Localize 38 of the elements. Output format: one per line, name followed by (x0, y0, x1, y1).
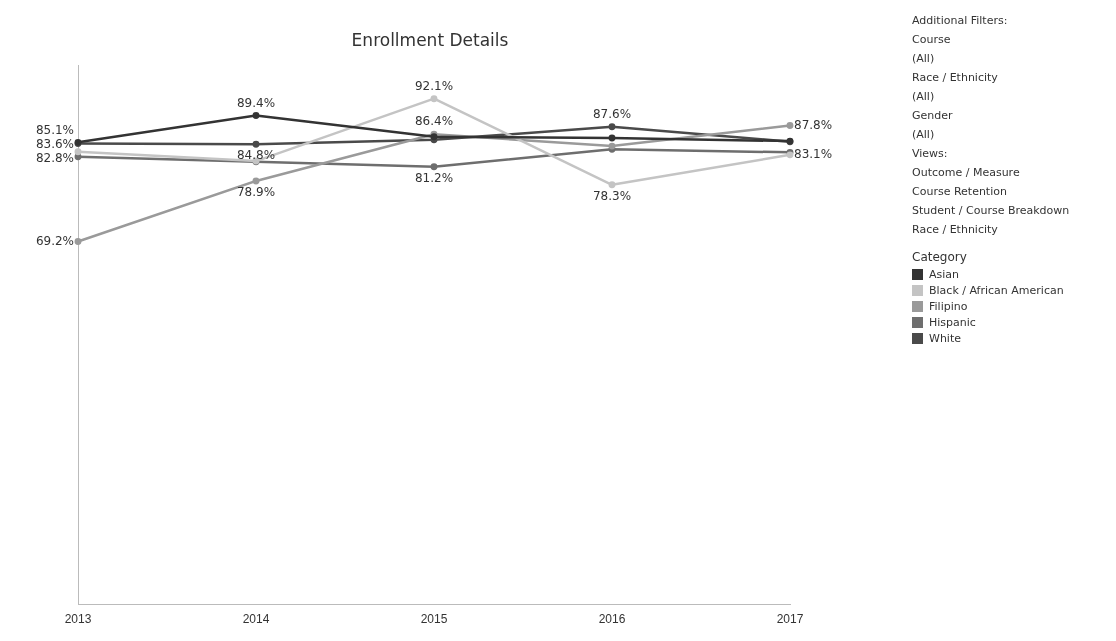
data-label: 82.8% (35, 150, 74, 165)
x-tick-label: 2017 (776, 612, 804, 627)
x-tick-label: 2015 (420, 612, 448, 627)
text: Gender (912, 109, 954, 122)
text: Views: (912, 147, 949, 160)
data-label: 89.4% (236, 95, 276, 110)
data-label: 92.1% (414, 78, 454, 93)
data-label: 86.4% (414, 114, 454, 129)
legend-label: White (929, 332, 961, 345)
data-label: 81.2% (414, 170, 454, 185)
text: (All) (912, 90, 936, 103)
data-label: 78.9% (236, 185, 276, 200)
chart-title: Enrollment Details (350, 30, 510, 50)
data-label: 69.2% (35, 233, 74, 248)
legend-label: Black / African American (929, 284, 1064, 297)
data-label: 78.3% (592, 188, 632, 203)
data-label: 83.6% (35, 136, 74, 151)
text: Course Retention (912, 185, 1008, 198)
legend-label: Hispanic (929, 316, 976, 329)
data-label: 87.6% (592, 106, 632, 121)
text: Course (912, 33, 952, 46)
text: (All) (912, 128, 936, 141)
text: (All) (912, 52, 936, 65)
data-label: 85.1% (35, 122, 74, 137)
x-tick-label: 2013 (64, 612, 92, 627)
x-tick-label: 2016 (598, 612, 626, 627)
text: Outcome / Measure (912, 166, 1021, 179)
text: Race / Ethnicity (912, 71, 999, 84)
text: Additional Filters: (912, 14, 1009, 27)
text: Race / Ethnicity (912, 223, 999, 236)
text: Student / Course Breakdown (912, 204, 1071, 217)
x-tick-label: 2014 (242, 612, 270, 627)
data-label: 84.8% (236, 148, 276, 163)
data-label: 87.8% (794, 117, 833, 132)
data-label: 83.1% (794, 146, 833, 161)
legend-label: Asian (929, 268, 960, 281)
legend-label: Filipino (929, 300, 968, 313)
legend-title: Category (912, 250, 968, 264)
